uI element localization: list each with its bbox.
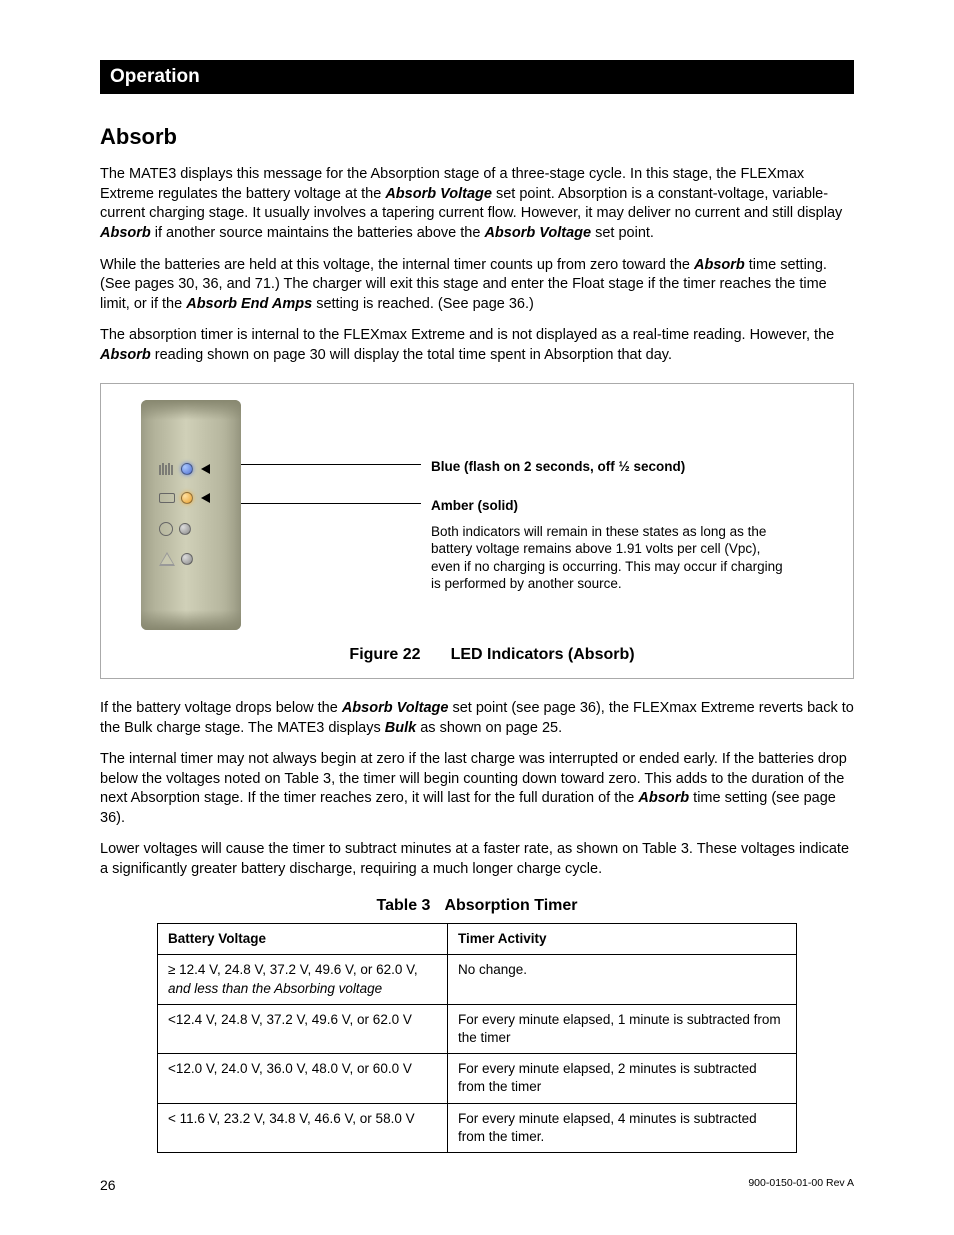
rect-icon [159, 493, 175, 503]
led-amber [181, 492, 193, 504]
section-bar: Operation [100, 60, 854, 94]
label-amber: Amber (solid) [421, 497, 518, 515]
connector-line [241, 464, 421, 474]
page-title: Absorb [100, 122, 854, 152]
figure-box: Blue (flash on 2 seconds, off ½ second) … [100, 383, 854, 679]
term-absorb: Absorb [694, 257, 745, 273]
text-italic: and less than the Absorbing voltage [168, 981, 382, 996]
figure-description: Both indicators will remain in these sta… [431, 523, 791, 593]
term-absorb-voltage: Absorb Voltage [484, 225, 591, 241]
page-number: 26 [100, 1176, 116, 1195]
circle-icon [159, 522, 173, 536]
figure-caption: Figure 22 LED Indicators (Absorb) [141, 644, 843, 666]
paragraph-1: The MATE3 displays this message for the … [100, 165, 854, 243]
table-cell: <12.0 V, 24.0 V, 36.0 V, 48.0 V, or 60.0… [158, 1054, 448, 1103]
label-line-blue: Blue (flash on 2 seconds, off ½ second) [241, 458, 843, 476]
figure-labels: Blue (flash on 2 seconds, off ½ second) … [241, 400, 843, 593]
label-blue: Blue (flash on 2 seconds, off ½ second) [421, 458, 685, 476]
term-absorb: Absorb [638, 790, 689, 806]
label-line-amber: Amber (solid) [241, 497, 843, 515]
document-id: 900-0150-01-00 Rev A [748, 1176, 854, 1195]
table-cell: No change. [448, 955, 797, 1004]
absorption-timer-table: Battery Voltage Timer Activity ≥ 12.4 V,… [157, 923, 797, 1153]
table-header: Timer Activity [448, 924, 797, 955]
paragraph-4: If the battery voltage drops below the A… [100, 699, 854, 738]
text: if another source maintains the batterie… [151, 225, 485, 241]
led-row-1 [159, 462, 210, 476]
figure-number: Figure 22 [349, 646, 420, 663]
text: <12.4 V, 24.8 V, 37.2 V, 49.6 V, or 62.0… [168, 1012, 412, 1027]
table-number: Table 3 [377, 897, 431, 914]
table-row: <12.0 V, 24.0 V, 36.0 V, 48.0 V, or 60.0… [158, 1054, 797, 1103]
text: If the battery voltage drops below the [100, 700, 342, 716]
table-header-row: Battery Voltage Timer Activity [158, 924, 797, 955]
text: set point. [591, 225, 654, 241]
led-blue [181, 463, 193, 475]
arrow-icon [201, 464, 210, 474]
table-cell: < 11.6 V, 23.2 V, 34.8 V, 46.6 V, or 58.… [158, 1103, 448, 1152]
led-row-3 [159, 522, 191, 536]
led-row-2 [159, 492, 210, 504]
text: as shown on page 25. [416, 720, 562, 736]
term-absorb: Absorb [100, 347, 151, 363]
triangle-icon [159, 552, 175, 566]
table-title: Absorption Timer [444, 897, 577, 914]
term-absorb-voltage: Absorb Voltage [385, 186, 492, 202]
connector-line [241, 503, 421, 513]
table-cell: ≥ 12.4 V, 24.8 V, 37.2 V, 49.6 V, or 62.… [158, 955, 448, 1004]
term-absorb-end-amps: Absorb End Amps [186, 296, 312, 312]
paragraph-2: While the batteries are held at this vol… [100, 256, 854, 315]
text: setting is reached. (See page 36.) [312, 296, 534, 312]
paragraph-5: The internal timer may not always begin … [100, 750, 854, 828]
text: The absorption timer is internal to the … [100, 327, 834, 343]
paragraph-3: The absorption timer is internal to the … [100, 326, 854, 365]
figure-title: LED Indicators (Absorb) [451, 646, 635, 663]
table-cell: For every minute elapsed, 4 minutes is s… [448, 1103, 797, 1152]
heatsink-icon [159, 462, 175, 476]
device-illustration [141, 400, 241, 630]
term-bulk: Bulk [385, 720, 416, 736]
text: ≥ 12.4 V, 24.8 V, 37.2 V, 49.6 V, or 62.… [168, 962, 418, 977]
text: < 11.6 V, 23.2 V, 34.8 V, 46.6 V, or 58.… [168, 1111, 415, 1126]
table-header: Battery Voltage [158, 924, 448, 955]
table-row: <12.4 V, 24.8 V, 37.2 V, 49.6 V, or 62.0… [158, 1004, 797, 1053]
text: reading shown on page 30 will display th… [151, 347, 672, 363]
page-footer: 26 900-0150-01-00 Rev A [100, 1176, 854, 1195]
table-cell: <12.4 V, 24.8 V, 37.2 V, 49.6 V, or 62.0… [158, 1004, 448, 1053]
table-cell: For every minute elapsed, 1 minute is su… [448, 1004, 797, 1053]
text: While the batteries are held at this vol… [100, 257, 694, 273]
table-row: < 11.6 V, 23.2 V, 34.8 V, 46.6 V, or 58.… [158, 1103, 797, 1152]
paragraph-6: Lower voltages will cause the timer to s… [100, 840, 854, 879]
term-absorb: Absorb [100, 225, 151, 241]
led-row-4 [159, 552, 193, 566]
table-caption: Table 3 Absorption Timer [100, 895, 854, 917]
arrow-icon [201, 493, 210, 503]
text: <12.0 V, 24.0 V, 36.0 V, 48.0 V, or 60.0… [168, 1061, 412, 1076]
term-absorb-voltage: Absorb Voltage [342, 700, 449, 716]
table-cell: For every minute elapsed, 2 minutes is s… [448, 1054, 797, 1103]
led-off [179, 523, 191, 535]
table-row: ≥ 12.4 V, 24.8 V, 37.2 V, 49.6 V, or 62.… [158, 955, 797, 1004]
led-off [181, 553, 193, 565]
